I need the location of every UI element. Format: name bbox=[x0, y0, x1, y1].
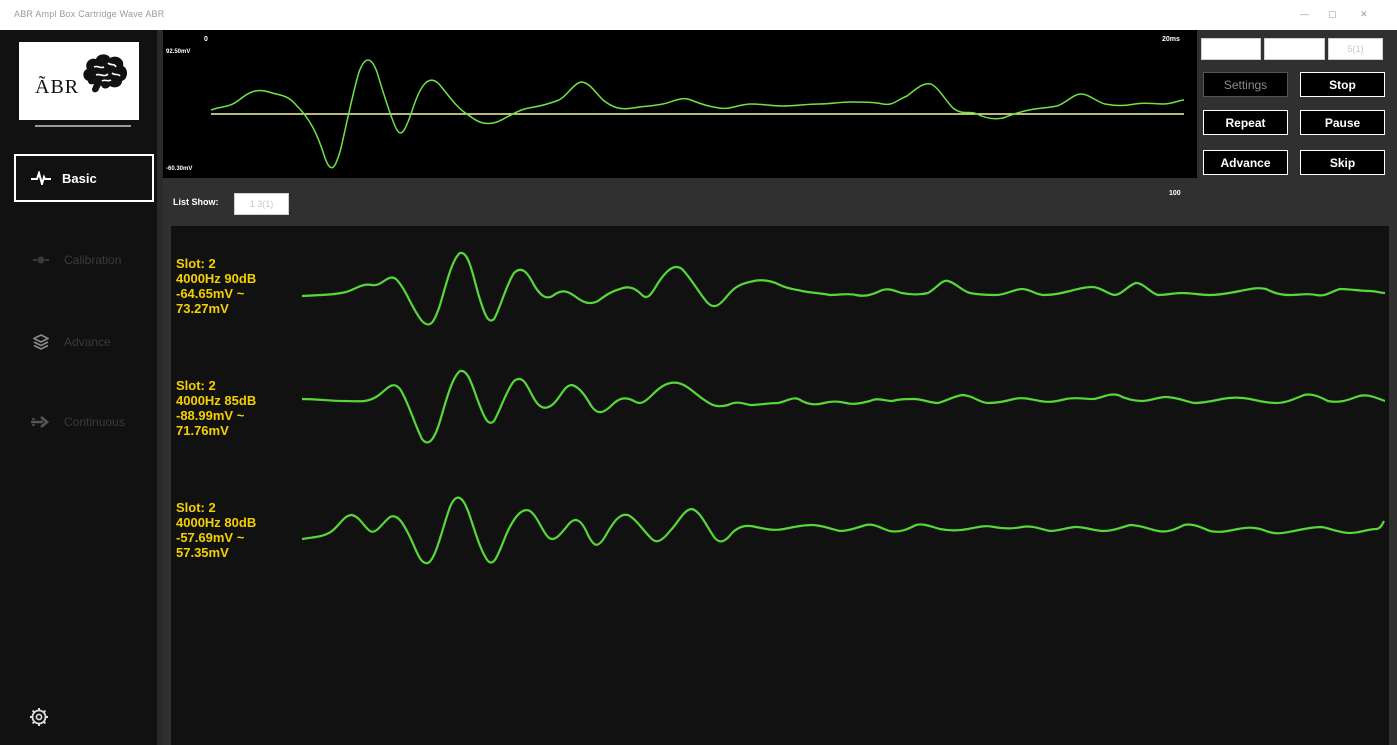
trace-85db bbox=[301, 369, 1385, 444]
brain-icon bbox=[83, 54, 128, 93]
skip-button[interactable]: Skip bbox=[1300, 150, 1385, 175]
trace-label-2: Slot: 2 4000Hz 85dB -88.99mV ~ 71.76mV bbox=[176, 378, 306, 438]
top-plot-x-start: 0 bbox=[204, 36, 208, 43]
sidebar-divider bbox=[157, 30, 163, 745]
logo-text: ÃBR bbox=[35, 76, 80, 98]
trace-80db bbox=[301, 496, 1385, 565]
maximize-icon[interactable]: ▢ bbox=[1328, 9, 1337, 19]
trace-range-min: -88.99mV ~ bbox=[176, 408, 245, 423]
trace-freq-db: 4000Hz 85dB bbox=[176, 393, 257, 408]
trace-label-1: Slot: 2 4000Hz 90dB -64.65mV ~ 73.27mV bbox=[176, 256, 306, 316]
sidebar-item-label: Advance bbox=[64, 335, 111, 349]
list-show-label: List Show: bbox=[173, 197, 219, 207]
title-bar: ABR Ampl Box Cartridge Wave ABR — ▢ ✕ bbox=[0, 0, 1397, 30]
live-waveform-plot[interactable] bbox=[207, 48, 1192, 178]
trace-slot: Slot: 2 bbox=[176, 500, 216, 515]
trace-range-max: 73.27mV bbox=[176, 301, 229, 316]
minimize-icon[interactable]: — bbox=[1300, 9, 1309, 19]
top-plot-x-end: 20ms bbox=[1162, 36, 1180, 43]
top-plot-y-max: 92.50mV bbox=[166, 49, 191, 55]
list-show-field[interactable]: 1 3(1) bbox=[234, 193, 289, 215]
waveform-traces[interactable] bbox=[300, 245, 1385, 585]
top-field-3[interactable]: 5(1) bbox=[1328, 38, 1383, 60]
calibration-icon bbox=[30, 253, 52, 267]
repeat-button[interactable]: Repeat bbox=[1203, 110, 1288, 135]
advance-button[interactable]: Advance bbox=[1203, 150, 1288, 175]
trace-range-min: -64.65mV ~ bbox=[176, 286, 245, 301]
logo-underline bbox=[35, 125, 131, 127]
window-title: ABR Ampl Box Cartridge Wave ABR bbox=[14, 9, 165, 19]
gear-icon[interactable] bbox=[29, 707, 49, 727]
trace-slot: Slot: 2 bbox=[176, 256, 216, 271]
close-icon[interactable]: ✕ bbox=[1360, 9, 1368, 19]
pulse-icon bbox=[30, 171, 52, 185]
trace-range-max: 71.76mV bbox=[176, 423, 229, 438]
trace-freq-db: 4000Hz 90dB bbox=[176, 271, 257, 286]
top-field-2[interactable] bbox=[1264, 38, 1325, 60]
trace-slot: Slot: 2 bbox=[176, 378, 216, 393]
trace-range-min: -57.69mV ~ bbox=[176, 530, 245, 545]
arrow-right-icon bbox=[30, 416, 52, 428]
sidebar-item-basic[interactable]: Basic bbox=[14, 154, 154, 202]
sidebar bbox=[0, 30, 157, 745]
sidebar-item-advance[interactable]: Advance bbox=[14, 318, 154, 366]
pause-button[interactable]: Pause bbox=[1300, 110, 1385, 135]
waveform-list-panel bbox=[171, 226, 1389, 745]
scale-label: 100 bbox=[1169, 190, 1181, 197]
stop-button[interactable]: Stop bbox=[1300, 72, 1385, 97]
trace-freq-db: 4000Hz 80dB bbox=[176, 515, 257, 530]
trace-range-max: 57.35mV bbox=[176, 545, 229, 560]
top-field-1[interactable] bbox=[1201, 38, 1261, 60]
top-plot-y-min: -60.30mV bbox=[166, 166, 193, 172]
trace-label-3: Slot: 2 4000Hz 80dB -57.69mV ~ 57.35mV bbox=[176, 500, 306, 560]
sidebar-item-label: Continuous bbox=[64, 415, 125, 429]
top-plot-frame bbox=[163, 30, 1197, 178]
settings-button[interactable]: Settings bbox=[1203, 72, 1288, 97]
sidebar-item-label: Calibration bbox=[64, 253, 122, 267]
app-logo: ÃBR bbox=[19, 42, 139, 120]
sidebar-item-calibration[interactable]: Calibration bbox=[14, 236, 154, 284]
layers-icon bbox=[30, 334, 52, 350]
trace-90db bbox=[301, 251, 1385, 326]
sidebar-item-label: Basic bbox=[62, 170, 97, 186]
sidebar-item-continuous[interactable]: Continuous bbox=[14, 398, 154, 446]
live-trace bbox=[210, 59, 1185, 169]
